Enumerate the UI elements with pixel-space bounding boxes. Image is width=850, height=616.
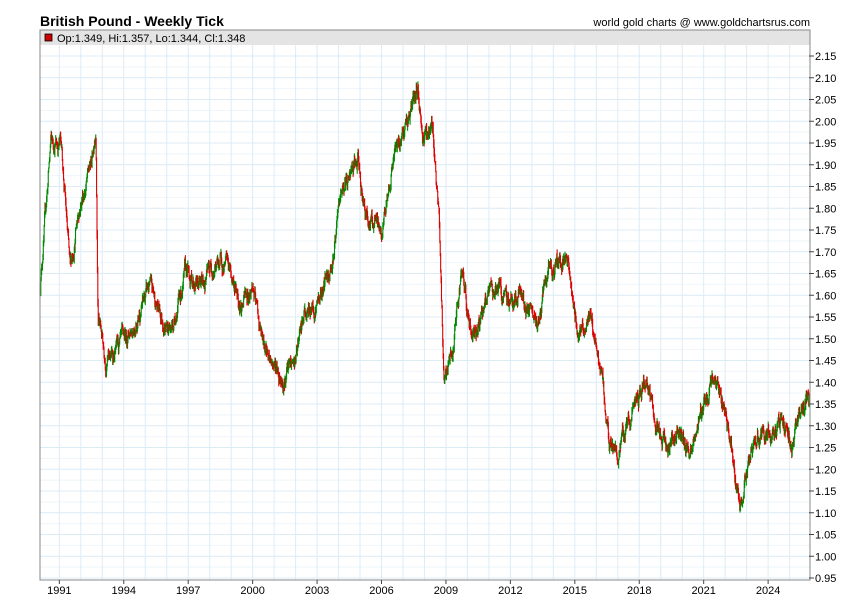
- chart-title: British Pound - Weekly Tick: [40, 13, 224, 29]
- source-credit: world gold charts @ www.goldchartsrus.co…: [592, 17, 810, 29]
- x-tick-label: 2021: [691, 585, 715, 597]
- x-tick-label: 2000: [240, 585, 264, 597]
- y-tick-label: 1.65: [815, 269, 836, 281]
- x-tick-label: 1994: [112, 585, 136, 597]
- y-tick-label: 2.10: [815, 73, 836, 85]
- y-tick-label: 2.05: [815, 95, 836, 107]
- y-tick-label: 1.75: [815, 225, 836, 237]
- y-tick-label: 1.20: [815, 464, 836, 476]
- y-tick-label: 1.30: [815, 421, 836, 433]
- y-tick-label: 1.10: [815, 508, 836, 520]
- candles: [39, 81, 811, 513]
- x-tick-label: 2018: [627, 585, 651, 597]
- x-tick-label: 2024: [756, 585, 780, 597]
- y-tick-label: 0.95: [815, 573, 836, 585]
- y-tick-label: 2.15: [815, 51, 836, 63]
- y-tick-label: 1.40: [815, 377, 836, 389]
- x-tick-label: 2015: [563, 585, 587, 597]
- y-tick-label: 1.60: [815, 290, 836, 302]
- x-tick-label: 2009: [434, 585, 458, 597]
- y-tick-label: 1.80: [815, 203, 836, 215]
- legend-bar: [40, 30, 810, 45]
- plot-frame: [39, 29, 811, 581]
- y-tick-label: 1.15: [815, 486, 836, 498]
- x-tick-label: 2006: [369, 585, 393, 597]
- y-tick-label: 1.00: [815, 551, 836, 563]
- y-tick-label: 1.90: [815, 160, 836, 172]
- x-tick-label: 1997: [176, 585, 200, 597]
- y-tick-label: 1.55: [815, 312, 836, 324]
- y-tick-label: 1.95: [815, 138, 836, 150]
- x-tick-label: 2012: [498, 585, 522, 597]
- legend-swatch: [44, 33, 53, 42]
- y-tick-label: 1.35: [815, 399, 836, 411]
- x-tick-label: 1991: [47, 585, 71, 597]
- grid: [40, 45, 810, 580]
- legend-ohlc: Op:1.349, Hi:1.357, Lo:1.344, Cl:1.348: [57, 33, 245, 45]
- y-tick-label: 1.45: [815, 356, 836, 368]
- y-tick-label: 1.50: [815, 334, 836, 346]
- y-tick-label: 1.85: [815, 182, 836, 194]
- y-tick-label: 2.00: [815, 116, 836, 128]
- y-tick-label: 1.05: [815, 530, 836, 542]
- x-tick-label: 2003: [305, 585, 329, 597]
- y-tick-label: 1.70: [815, 247, 836, 259]
- axes: 0.95 1.00 1.05 1.10 1.15 1.20 1.25 1.30 1.35 1.40…: [47, 51, 836, 597]
- y-tick-label: 1.25: [815, 443, 836, 455]
